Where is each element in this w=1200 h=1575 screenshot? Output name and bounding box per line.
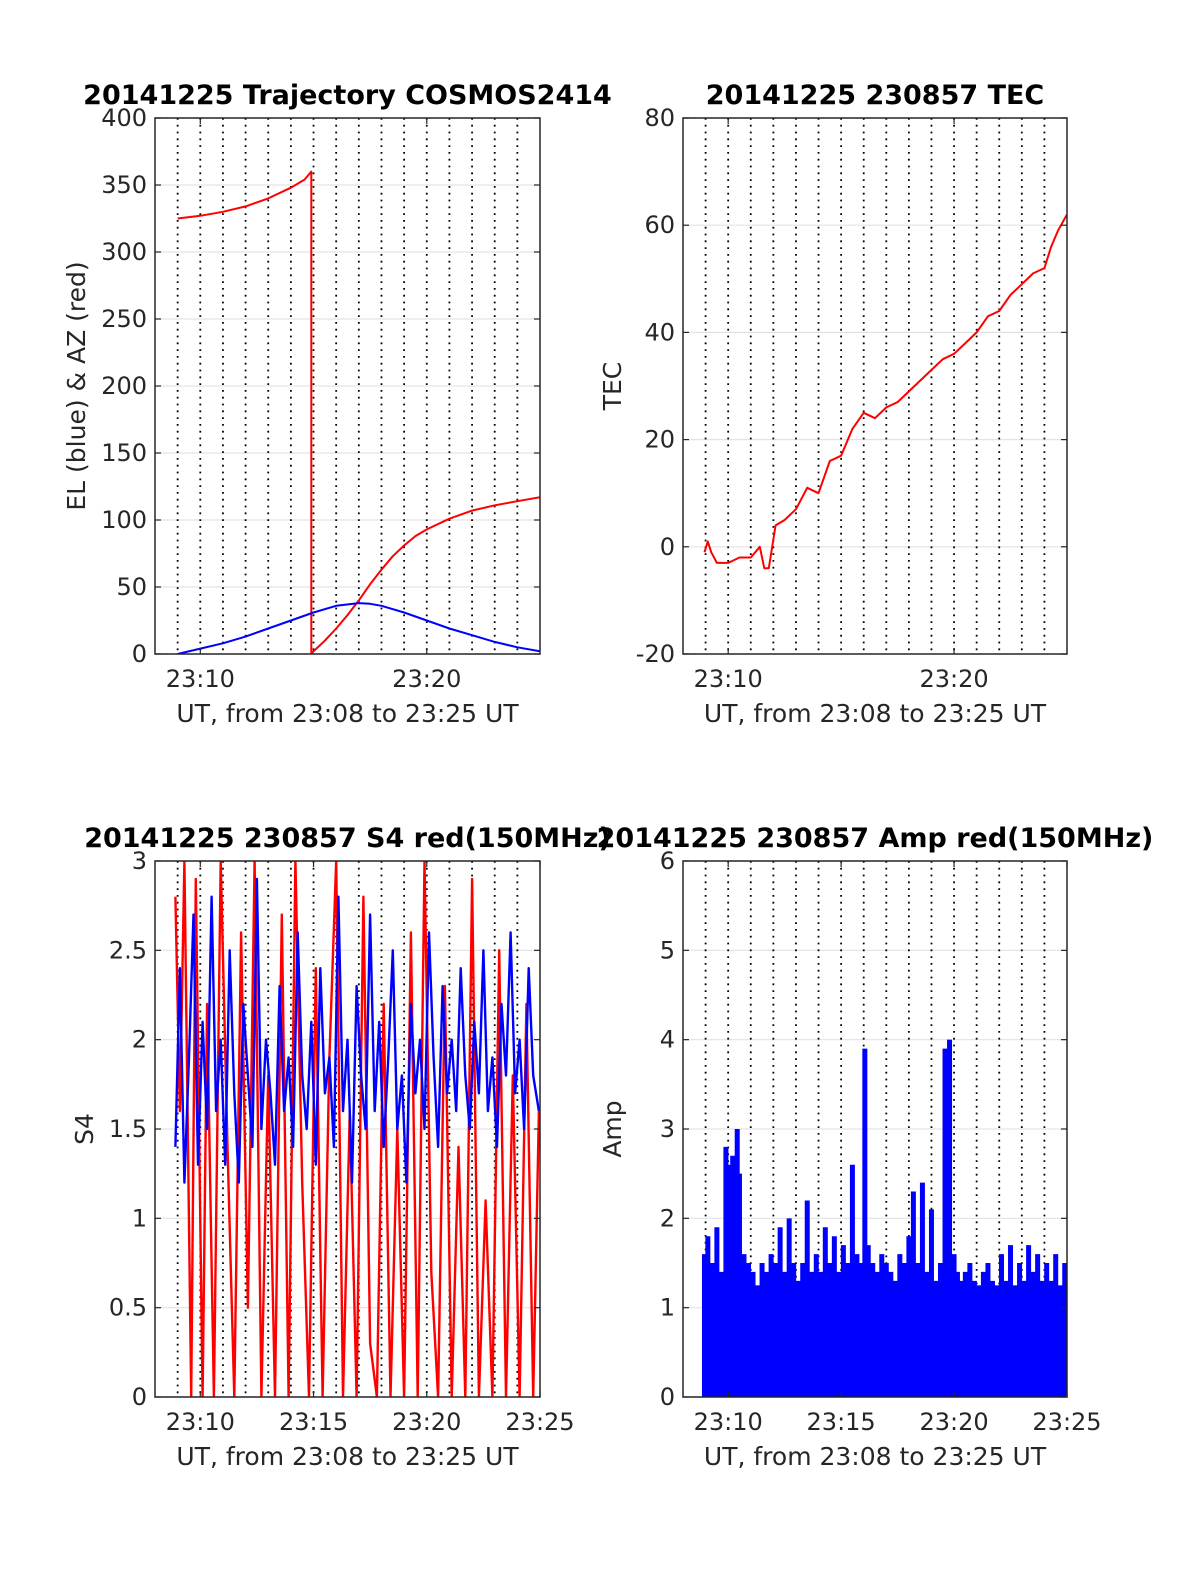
chart-title: 20141225 230857 S4 red(150MHz) [84, 823, 611, 854]
y-tick-label: 1 [132, 1204, 147, 1232]
y-tick-label: 300 [101, 238, 147, 266]
y-tick-label: 50 [116, 573, 147, 601]
y-axis-label: S4 [70, 1113, 99, 1145]
y-tick-label: 5 [660, 936, 675, 964]
y-tick-label: 150 [101, 439, 147, 467]
series-line-1 [703, 214, 1067, 570]
y-tick-label: 80 [644, 104, 675, 132]
y-axis-label: Amp [598, 1100, 627, 1157]
chart-title: 20141225 230857 TEC [706, 80, 1045, 111]
x-tick-label: 23:25 [505, 1408, 574, 1436]
plot-area [177, 170, 540, 654]
y-tick-label: 2.5 [109, 936, 147, 964]
y-tick-label: 60 [644, 211, 675, 239]
y-tick-label: 400 [101, 104, 147, 132]
y-tick-label: 3 [132, 847, 147, 875]
y-tick-label: 250 [101, 305, 147, 333]
x-axis-label: UT, from 23:08 to 23:25 UT [176, 699, 519, 728]
x-tick-label: 23:15 [807, 1408, 876, 1436]
y-tick-label: 6 [660, 847, 675, 875]
plot-area [703, 214, 1067, 570]
x-axis-label: UT, from 23:08 to 23:25 UT [704, 1442, 1047, 1471]
series-line-1 [177, 170, 540, 654]
chart-panel-3: 0 0.5 1 1.5 2 2.5 3 23:10 23:15 23:20 23:25 2014122… [70, 823, 611, 1471]
chart-panel-4: 0 1 2 3 4 5 6 23:10 23:15 23:20 23:25 20141225 2308… [597, 823, 1154, 1471]
x-tick-label: 23:10 [694, 1408, 763, 1436]
x-axis-label: UT, from 23:08 to 23:25 UT [176, 1442, 519, 1471]
plot-area [701, 1039, 1067, 1397]
y-tick-label: 1.5 [109, 1115, 147, 1143]
y-tick-label: 0 [132, 1383, 147, 1411]
y-tick-label: 1 [660, 1294, 675, 1322]
y-tick-label: 0 [660, 533, 675, 561]
x-tick-label: 23:25 [1032, 1408, 1101, 1436]
chart-title: 20141225 Trajectory COSMOS2414 [83, 80, 612, 111]
y-tick-label: 200 [101, 372, 147, 400]
chart-panel-2: -20 0 20 40 60 80 23:10 23:20 20141225 230857 TE… [598, 80, 1068, 728]
x-tick-label: 23:20 [392, 665, 461, 693]
y-axis-label: TEC [598, 362, 627, 412]
y-tick-label: 0.5 [109, 1294, 147, 1322]
y-tick-label: 40 [644, 318, 675, 346]
y-axis-label: EL (blue) & AZ (red) [62, 261, 91, 510]
y-tick-label: 0 [132, 640, 147, 668]
y-tick-label: 2 [660, 1204, 675, 1232]
y-tick-label: 20 [644, 426, 675, 454]
x-tick-label: 23:20 [919, 1408, 988, 1436]
x-tick-label: 23:20 [392, 1408, 461, 1436]
axes-frame [682, 117, 1068, 655]
x-tick-label: 23:20 [919, 665, 988, 693]
x-tick-label: 23:10 [166, 1408, 235, 1436]
chart-panel-1: 0 50 100 150 200 250 300 350 400 23:10 23:20 201412… [62, 80, 612, 728]
chart-title: 20141225 230857 Amp red(150MHz) [597, 823, 1154, 854]
y-tick-label: 3 [660, 1115, 675, 1143]
plot-area [174, 861, 540, 1397]
amp-fill [704, 1285, 1065, 1397]
y-tick-label: 4 [660, 1026, 675, 1054]
y-tick-label: 100 [101, 506, 147, 534]
y-tick-label: 0 [660, 1383, 675, 1411]
series-line-2 [174, 877, 540, 1184]
x-axis-label: UT, from 23:08 to 23:25 UT [704, 699, 1047, 728]
series-line-1 [174, 861, 540, 1397]
x-tick-label: 23:10 [166, 665, 235, 693]
y-tick-label: 350 [101, 171, 147, 199]
x-tick-label: 23:10 [694, 665, 763, 693]
y-tick-label: -20 [636, 640, 675, 668]
x-tick-label: 23:15 [279, 1408, 348, 1436]
y-tick-label: 2 [132, 1026, 147, 1054]
series-line-2 [177, 602, 540, 654]
